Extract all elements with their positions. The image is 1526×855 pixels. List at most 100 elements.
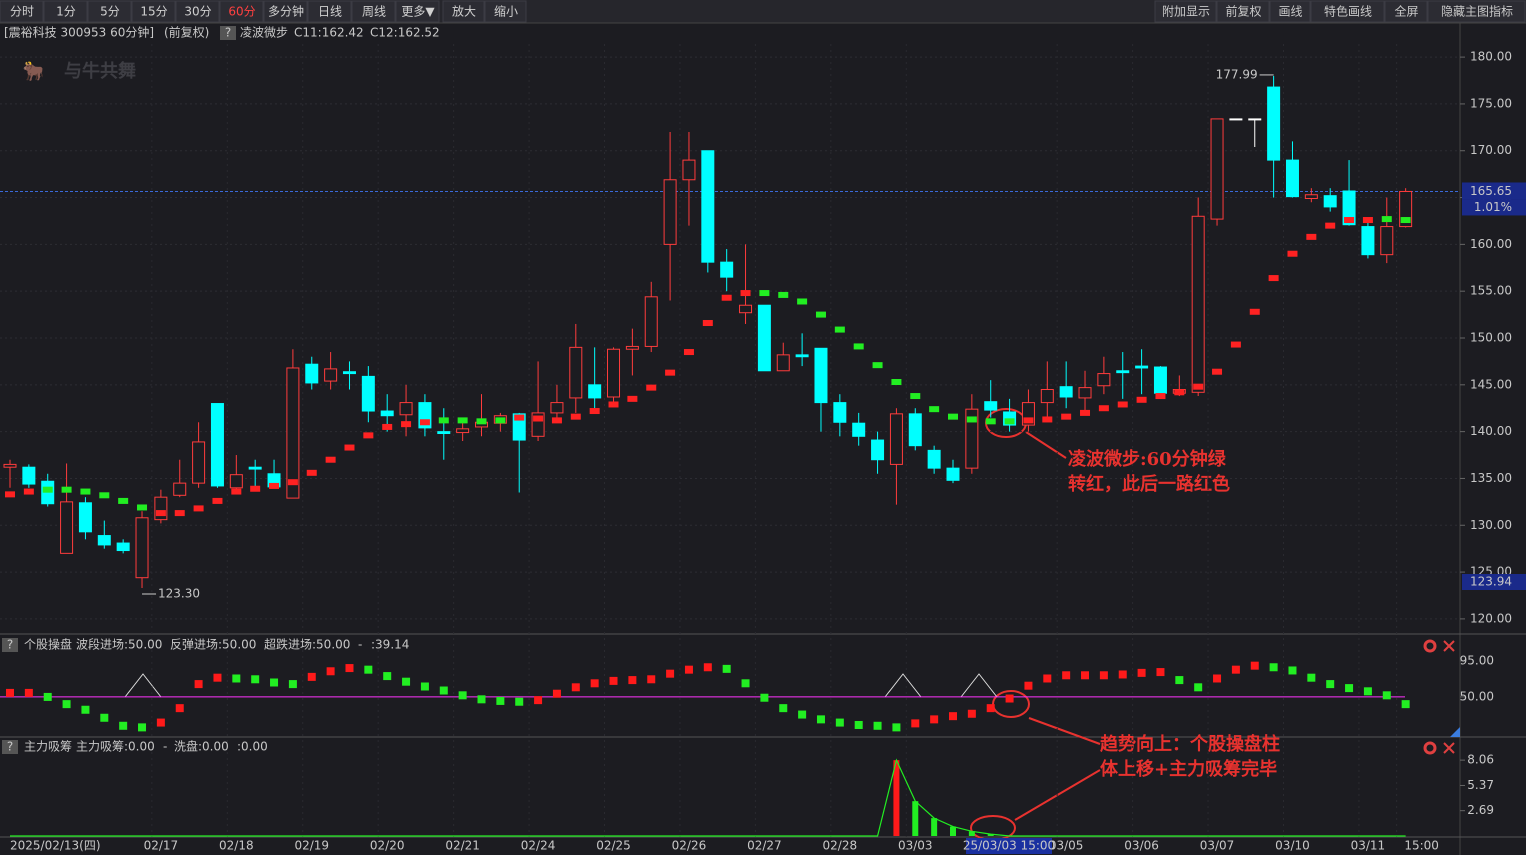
wave-dash [1400,217,1411,224]
candle-body [22,466,36,485]
toolbar-button[interactable] [351,0,396,23]
toolbar-button[interactable] [43,0,88,23]
close-icon[interactable] [1443,640,1455,652]
close-x[interactable] [1443,640,1455,652]
indicator-bar [1382,691,1391,700]
toolbar-button[interactable] [219,0,264,23]
toolbar-button[interactable] [175,0,220,23]
indicator-bar [477,695,486,704]
wave-dash [665,369,676,376]
toolbar-label[interactable]: 30分 [184,5,211,19]
legend-label: 主力吸筹:0.00 [76,740,155,754]
toolbar-label[interactable]: 附加显示 [1162,5,1210,19]
toolbar-label[interactable]: 全屏 [1394,4,1418,19]
settings-icon[interactable] [1423,639,1437,653]
toolbar-button[interactable] [0,0,44,23]
wave-dash [589,408,600,415]
candle-body [1210,118,1224,220]
help-label[interactable]: ? [7,740,13,754]
wave-dash [608,401,619,408]
help-label[interactable]: ? [7,638,13,652]
candle-body [984,401,998,411]
candle-body [701,150,715,263]
toolbar-label[interactable]: 周线 [362,5,386,19]
indicator-bar [892,723,901,732]
toolbar-button[interactable] [1310,0,1385,23]
change-box [1462,199,1526,216]
gear[interactable] [1423,741,1437,755]
toolbar-label[interactable]: 前复权 [1225,4,1261,19]
toolbar-button[interactable] [395,0,440,23]
indicator-bar [967,709,976,718]
indicator-bar [156,718,165,727]
indicator-bar [609,676,618,685]
toolbar-label[interactable]: 画线 [1278,5,1302,19]
toolbar-button[interactable] [442,0,485,23]
logo-icon: 🐂 [20,61,47,83]
watermark: 与牛共舞 [64,60,136,82]
indicator-bar [534,696,543,705]
indicator-bar [741,679,750,688]
toolbar-label[interactable]: 多分钟 [268,4,304,19]
toolbar-label[interactable]: 放大 [452,4,476,19]
toolbar-label[interactable]: 15分 [140,5,167,19]
toolbar-button[interactable] [307,0,352,23]
gear[interactable] [1423,639,1437,653]
help-box[interactable] [2,740,18,754]
help-box[interactable] [220,26,236,40]
candle-body [1116,370,1130,374]
candle-body [361,375,375,412]
candle-body [1342,190,1356,226]
wave-dash [646,384,657,391]
indicator-bar [515,697,524,706]
indicator-bar [364,665,373,674]
candle-body [135,517,149,579]
indicator-bar [760,693,769,702]
candle-body [757,304,771,372]
indicator-bar [835,718,844,727]
wave-dash [5,491,15,498]
wave-dash [740,290,751,297]
close-x[interactable] [1443,742,1455,754]
toolbar-button[interactable] [1269,0,1311,23]
toolbar-button[interactable] [131,0,176,23]
indicator-bar [6,688,14,697]
close-icon[interactable] [1443,742,1455,754]
toolbar-button[interactable] [484,0,527,23]
toolbar-label[interactable]: 1分 [56,5,76,19]
max-label: 177.99 [1216,67,1258,81]
wave-dash [495,417,506,424]
toolbar-label[interactable]: 5分 [100,5,120,19]
y-tick-label: 175.00 [1470,96,1512,110]
wave-dash [985,418,996,425]
toolbar-label[interactable]: 缩小 [494,4,518,19]
toolbar-label[interactable]: 60分 [228,5,255,19]
toolbar-button[interactable] [1216,0,1270,23]
toolbar-button[interactable] [87,0,132,23]
settings-icon[interactable] [1423,741,1437,755]
help-label[interactable]: ? [225,26,231,40]
price-box [1462,182,1526,200]
toolbar-label[interactable]: 隐藏主图指标 [1441,4,1513,19]
x-tick-label: 03/07 [1200,839,1235,853]
toolbar-button[interactable] [263,0,308,23]
toolbar-label[interactable]: 日线 [318,5,342,19]
candle-body [1078,387,1092,399]
candle-body [173,482,187,496]
indicator-bar [43,692,52,701]
candle-body [795,354,809,358]
pane-title: 个股操盘 [24,637,72,652]
toolbar-button[interactable] [1154,0,1217,23]
toolbar-label[interactable]: 更多▼ [401,5,435,19]
signal-triangle [884,673,922,698]
toolbar-label[interactable]: 特色画线 [1324,4,1372,19]
help-box[interactable] [2,638,18,652]
toolbar-button[interactable] [1384,0,1428,23]
legend-label: - [163,740,167,754]
candle-body [210,403,224,487]
toolbar-button[interactable] [1427,0,1526,23]
wave-dash [778,291,789,298]
toolbar-label[interactable]: 分时 [10,5,34,19]
price-label: 165.65 [1470,184,1512,198]
indicator-bar [798,710,807,719]
